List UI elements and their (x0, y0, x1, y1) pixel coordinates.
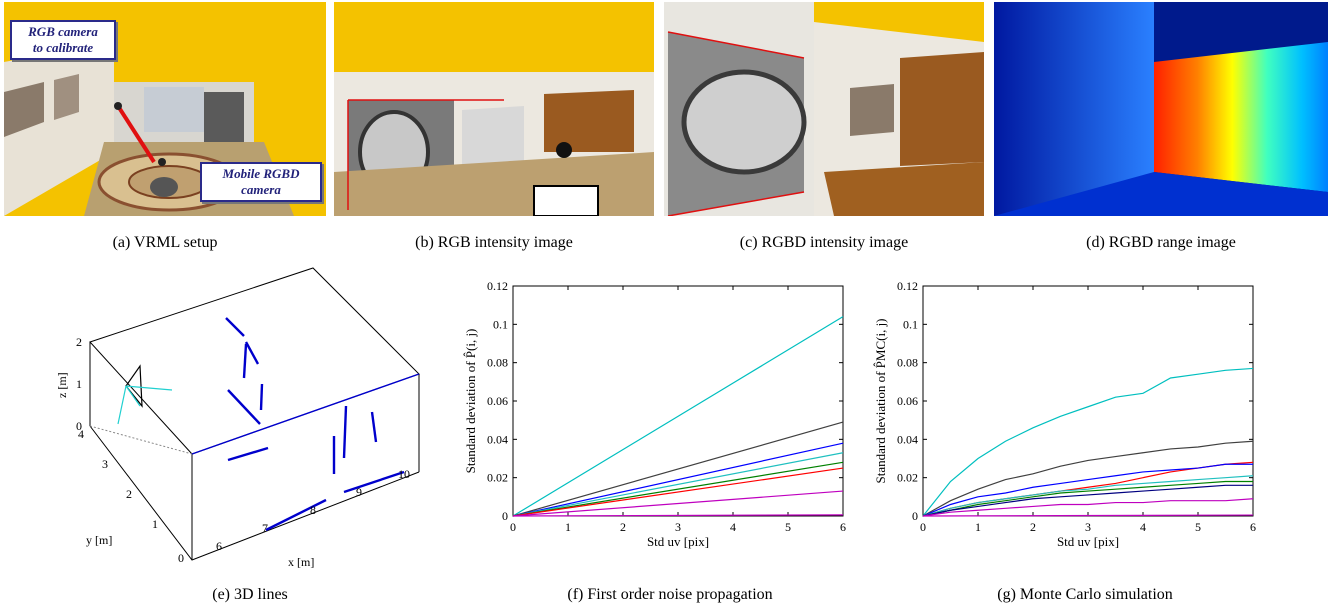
y-tick-3: 3 (102, 457, 108, 471)
x-tick-6: 6 (216, 539, 222, 553)
chart-f-y-tick-2: 0.04 (487, 432, 508, 446)
chart-f-series-2 (512, 442, 844, 517)
chart-g-y-tick-0: 0 (912, 509, 918, 523)
chart-f-y-tick-6: 0.12 (487, 279, 508, 293)
chart-g-series-0 (922, 367, 1254, 517)
caption-f: (f) First order noise propagation (567, 586, 773, 603)
chart-g-x-tick-0: 0 (920, 520, 926, 534)
x-axis-label: x [m] (288, 555, 314, 569)
3d-line-segments (191, 317, 420, 532)
z-tick-2: 2 (76, 335, 82, 349)
chart-f-x-tick-0: 0 (510, 520, 516, 534)
chart-f-y-tick-4: 0.08 (487, 356, 508, 370)
3d-lines-plot: 0 1 2 0 1 2 3 4 6 7 8 9 10 x [m] y [m] z… (55, 267, 420, 569)
chart-g-series-1 (922, 440, 1254, 517)
chart-g-series-8 (922, 514, 1254, 517)
z-axis-label: z [m] (55, 372, 69, 398)
caption-g: (g) Monte Carlo simulation (997, 586, 1173, 603)
panel-e-3d-lines: 0 1 2 0 1 2 3 4 6 7 8 9 10 x [m] y [m] z… (50, 262, 450, 578)
y-tick-4: 4 (78, 427, 84, 441)
z-tick-1: 1 (76, 377, 82, 391)
chart-f-x-tick-1: 1 (565, 520, 571, 534)
z-tick-0: 0 (76, 419, 82, 433)
chart-g-y-tick-1: 0.02 (897, 471, 918, 485)
chart-f-series-6 (512, 490, 844, 517)
chart-g-x-tick-4: 4 (1140, 520, 1146, 534)
chart-g-plot-frame (922, 285, 1254, 517)
chart-f-x-tick-2: 2 (620, 520, 626, 534)
chart-f-y-tick-5: 0.1 (493, 317, 508, 331)
caption-e: (e) 3D lines (212, 586, 288, 603)
chart-f-series-1 (512, 421, 844, 517)
panel-a-vrml-setup: RGB camera to calibrate Mobile RGBD came… (4, 2, 326, 216)
y-axis-label: y [m] (86, 533, 112, 547)
caption-d: (d) RGBD range image (1086, 234, 1236, 251)
chart-f-y-tick-1: 0.02 (487, 471, 508, 485)
chart-g-x-tick-1: 1 (975, 520, 981, 534)
chart-g-x-tick-5: 5 (1195, 520, 1201, 534)
rgb-intensity-image (334, 2, 654, 217)
panel-d-rgbd-range (994, 2, 1328, 216)
x-tick-8: 8 (310, 503, 316, 517)
chart-g-x-tick-3: 3 (1085, 520, 1091, 534)
chart-f-series-3 (512, 452, 844, 517)
y-tick-2: 2 (126, 487, 132, 501)
chart-f-x-tick-3: 3 (675, 520, 681, 534)
callout-rgb-camera: RGB camera to calibrate (10, 20, 116, 60)
monte-carlo-chart: 0 1 2 3 4 5 6 0 0.02 0.04 0.06 0.08 0.1 0.12 Std uv [p… (873, 279, 1256, 549)
chart-g-y-axis-label: Standard deviation of P̂MC(i, j) (873, 318, 888, 483)
first-order-noise-chart: 0 1 2 3 4 5 6 0 0.02 0.04 0.06 0.08 0.1 0.12 Std uv [p… (463, 279, 846, 549)
chart-g-series-5 (922, 480, 1253, 517)
chart-f-x-axis-label: Std uv [pix] (647, 534, 709, 549)
chart-g-x-axis-label: Std uv [pix] (1057, 534, 1119, 549)
chart-f-plot-frame (512, 285, 844, 517)
chart-g-y-tick-6: 0.12 (897, 279, 918, 293)
caption-c: (c) RGBD intensity image (739, 234, 909, 251)
panel-c-rgbd-intensity (664, 2, 984, 217)
chart-g-x-tick-2: 2 (1030, 520, 1036, 534)
chart-g-series-7 (922, 498, 1254, 517)
chart-f-series-7 (512, 514, 844, 517)
chart-g-y-tick-4: 0.08 (897, 356, 918, 370)
chart-f-x-tick-5: 5 (785, 520, 791, 534)
x-tick-7: 7 (262, 521, 268, 535)
chart-f-x-tick-6: 6 (840, 520, 846, 534)
chart-g-series-6 (922, 484, 1253, 517)
panel-g-monte-carlo: 0 1 2 3 4 5 6 0 0.02 0.04 0.06 0.08 0.1 0.12 Std uv [p… (868, 270, 1278, 586)
chart-g-y-tick-3: 0.06 (897, 394, 918, 408)
chart-g-y-tick-2: 0.04 (897, 432, 918, 446)
chart-f-x-tick-4: 4 (730, 520, 736, 534)
chart-g-y-tick-5: 0.1 (903, 317, 918, 331)
chart-f-series-4 (512, 461, 844, 517)
chart-f-y-tick-3: 0.06 (487, 394, 508, 408)
y-tick-0: 0 (178, 551, 184, 565)
y-tick-1: 1 (152, 517, 158, 531)
rgbd-intensity-image (664, 2, 984, 217)
chart-g-series-3 (922, 463, 1253, 517)
panel-b-rgb-intensity (334, 2, 654, 217)
x-tick-9: 9 (356, 485, 362, 499)
chart-f-series-0 (512, 316, 844, 517)
chart-f-y-tick-0: 0 (502, 509, 508, 523)
chart-g-series-4 (922, 475, 1254, 517)
caption-b: (b) RGB intensity image (415, 234, 573, 251)
rgbd-range-image (994, 2, 1328, 216)
chart-f-series-5 (512, 467, 844, 517)
chart-g-x-tick-6: 6 (1250, 520, 1256, 534)
chart-f-y-axis-label: Standard deviation of P̂(i, j) (463, 329, 478, 474)
caption-a: (a) VRML setup (112, 234, 218, 251)
x-tick-10: 10 (398, 467, 410, 481)
callout-mobile-rgbd-camera: Mobile RGBD camera (200, 162, 322, 202)
panel-f-first-order: 0 1 2 3 4 5 6 0 0.02 0.04 0.06 0.08 0.1 0.12 Std uv [p… (458, 270, 868, 586)
camera-frustum (117, 364, 173, 425)
